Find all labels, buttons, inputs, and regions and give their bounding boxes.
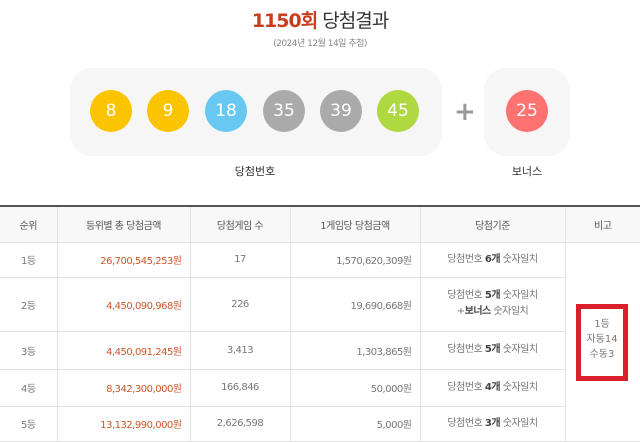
total-amount-cell: 13,132,990,000원 — [56, 405, 191, 442]
page-title: 1150회 당첨결과 — [0, 6, 640, 33]
number-ball: 45 — [377, 90, 419, 132]
per-game-cell: 19,690,668원 — [289, 276, 421, 332]
per-game-cell: 1,570,620,309원 — [289, 241, 421, 278]
count-cell: 166,846 — [189, 368, 291, 407]
number-ball: 18 — [205, 90, 247, 132]
criteria-text: 당첨번호 — [447, 290, 485, 301]
prize-table: 순위 등위별 총 당첨금액 당첨게임 수 1게임당 당첨금액 당첨기준 비고 1… — [0, 205, 640, 442]
header-note: 비고 — [564, 206, 640, 243]
criteria-count: 5개 — [484, 290, 501, 301]
criteria-cell: 당첨번호 5개 숫자일치 +보너스 숫자일치 — [419, 276, 565, 332]
criteria-count: 3개 — [484, 417, 501, 429]
table-row: 1등 26,700,545,253원 17 1,570,620,309원 당첨번… — [0, 241, 640, 442]
criteria-text: 숫자일치 — [500, 290, 538, 301]
rank-cell: 3등 — [0, 330, 58, 370]
note-winners-highlight: 1등 자동14 수동3 — [576, 304, 628, 381]
title-text: 당첨결과 — [322, 10, 389, 32]
rank-cell: 4등 — [0, 368, 58, 407]
criteria-cell: 당첨번호 6개 숫자일치 — [419, 241, 566, 278]
round-number: 1150회 — [251, 10, 318, 32]
criteria-text: + — [456, 306, 465, 317]
criteria-text: 당첨번호 — [447, 344, 485, 355]
draw-date: (2024년 12월 14일 추첨) — [273, 39, 367, 49]
bonus-label: 보너스 — [511, 165, 543, 178]
number-ball: 8 — [90, 90, 132, 132]
header-total: 등위별 총 당첨금액 — [56, 206, 191, 243]
header-criteria: 당첨기준 — [419, 206, 566, 243]
total-amount-cell: 4,450,090,968원 — [56, 276, 191, 332]
total-amount-cell: 26,700,545,253원 — [56, 241, 191, 278]
criteria-text: 당첨번호 — [447, 381, 485, 393]
table-header-row: 순위 등위별 총 당첨금액 당첨게임 수 1게임당 당첨금액 당첨기준 비고 — [0, 206, 640, 243]
count-cell: 3,413 — [189, 330, 291, 370]
per-game-cell: 5,000원 — [289, 405, 421, 442]
note-line: 수동3 — [589, 349, 615, 360]
table-row: 3등 4,450,091,245원 3,413 1,303,865원 당첨번호 … — [0, 330, 640, 370]
criteria-count: 5개 — [484, 344, 501, 355]
rank-cell: 1등 — [0, 241, 58, 278]
criteria-text: 숫자일치 — [490, 306, 529, 317]
criteria-bonus: 보너스 — [464, 306, 492, 317]
number-ball: 35 — [263, 90, 305, 132]
header-per-game: 1게임당 당첨금액 — [289, 206, 421, 243]
criteria-cell: 당첨번호 4개 숫자일치 — [419, 368, 565, 407]
total-amount-cell: 8,342,300,000원 — [56, 368, 191, 407]
bonus-ball: 25 — [506, 90, 548, 132]
plus-icon: + — [454, 97, 476, 127]
total-amount-cell: 4,450,091,245원 — [56, 330, 191, 370]
criteria-count: 6개 — [484, 253, 501, 265]
note-line: 1등 — [594, 319, 610, 330]
criteria-text: 숫자일치 — [500, 417, 538, 429]
note-line: 자동14 — [586, 334, 618, 345]
count-cell: 2,626,598 — [189, 405, 291, 442]
criteria-cell: 당첨번호 3개 숫자일치 — [419, 405, 565, 442]
per-game-cell: 50,000원 — [289, 368, 421, 407]
rank-cell: 2등 — [0, 276, 58, 332]
criteria-text: 숫자일치 — [500, 344, 538, 355]
criteria-text: 당첨번호 — [447, 417, 485, 429]
criteria-text: 당첨번호 — [447, 253, 485, 265]
criteria-text: 숫자일치 — [500, 253, 538, 265]
number-ball: 39 — [320, 90, 362, 132]
per-game-cell: 1,303,865원 — [289, 330, 421, 370]
rank-cell: 5등 — [0, 405, 58, 442]
winning-numbers-label: 당첨번호 — [234, 165, 276, 178]
criteria-cell: 당첨번호 5개 숫자일치 — [419, 330, 565, 370]
number-ball: 9 — [147, 90, 189, 132]
header-rank: 순위 — [0, 206, 58, 243]
table-row: 4등 8,342,300,000원 166,846 50,000원 당첨번호 4… — [0, 368, 640, 407]
criteria-count: 4개 — [484, 381, 501, 393]
table-row: 5등 13,132,990,000원 2,626,598 5,000원 당첨번호… — [0, 405, 640, 442]
count-cell: 17 — [189, 241, 291, 278]
header-count: 당첨게임 수 — [189, 206, 291, 243]
criteria-text: 숫자일치 — [500, 381, 538, 393]
table-row: 2등 4,450,090,968원 226 19,690,668원 당첨번호 5… — [0, 276, 640, 332]
count-cell: 226 — [189, 276, 291, 332]
